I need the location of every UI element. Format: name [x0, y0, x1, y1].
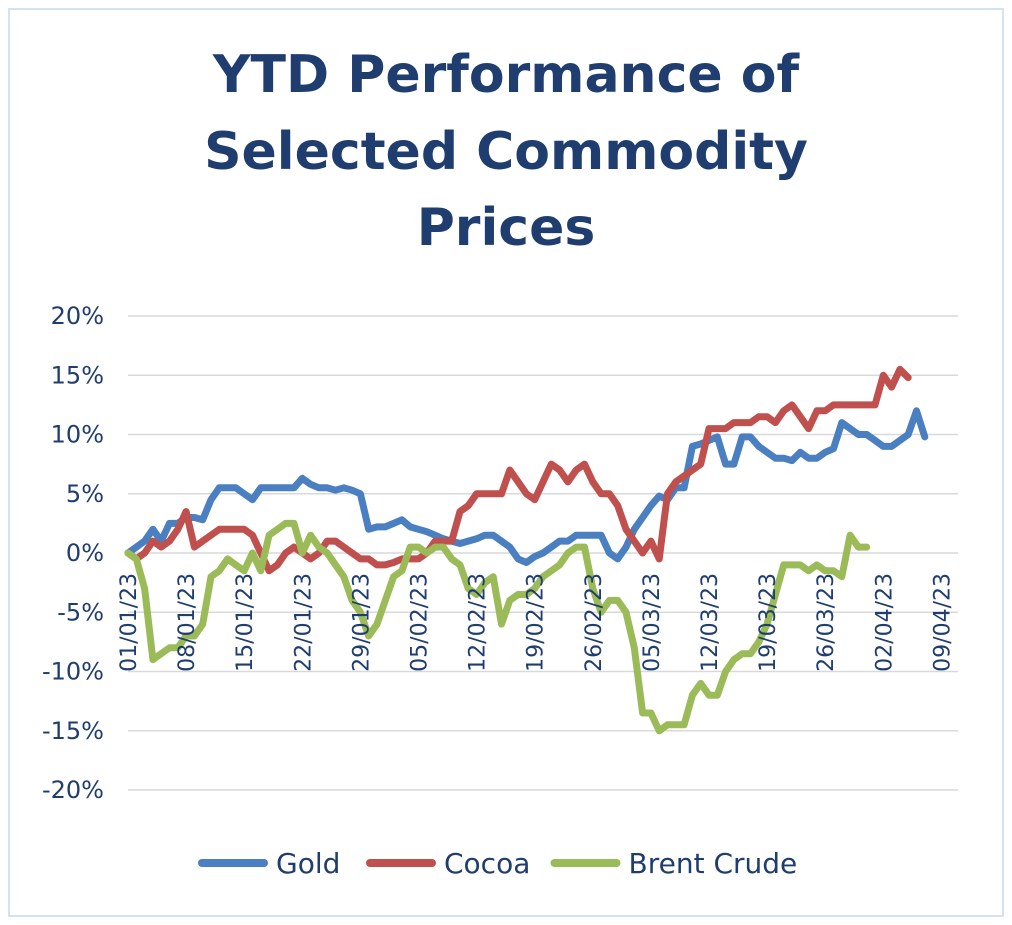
chart-frame — [8, 8, 1004, 917]
x-tick-label: 26/02/23 — [582, 573, 607, 672]
x-tick-label: 29/01/23 — [349, 573, 374, 672]
x-tick-label: 19/02/23 — [524, 573, 549, 672]
y-tick-label: 0% — [66, 539, 104, 567]
x-tick-label: 02/04/23 — [872, 573, 897, 672]
x-tick-label: 15/01/23 — [233, 573, 258, 672]
legend-label-gold: Gold — [276, 847, 340, 880]
x-tick-label: 22/01/23 — [291, 573, 316, 672]
legend-label-brent-crude: Brent Crude — [629, 847, 798, 880]
chart-title-line-3: Prices — [417, 198, 596, 258]
y-tick-label: 10% — [51, 421, 104, 449]
chart-title-line-2: Selected Commodity — [204, 122, 808, 182]
x-tick-label: 05/02/23 — [408, 573, 433, 672]
chart-title: YTD Performance of Selected Commodity Pr… — [204, 45, 808, 258]
series-line-gold — [124, 407, 929, 566]
y-tick-label: -20% — [42, 776, 104, 804]
y-tick-label: 15% — [51, 361, 104, 389]
y-tick-label: 5% — [66, 480, 104, 508]
chart-title-line-1: YTD Performance of — [212, 45, 801, 105]
x-tick-label: 05/03/23 — [640, 573, 665, 672]
x-tick-label: 19/03/23 — [756, 573, 781, 672]
y-axis-tick-labels: 20% 15% 10% 5% 0% -5% -10% -15% -20% — [42, 302, 104, 804]
y-tick-label: -10% — [42, 658, 104, 686]
x-axis-tick-labels: 01/01/23 08/01/23 15/01/23 22/01/23 29/01/23… — [117, 573, 955, 672]
gridlines — [128, 315, 958, 791]
x-tick-label: 09/04/23 — [930, 573, 955, 672]
y-tick-label: -15% — [42, 717, 104, 745]
series-line-cocoa — [124, 365, 912, 575]
x-tick-label: 01/01/23 — [117, 573, 142, 672]
legend: Gold Cocoa Brent Crude — [198, 847, 798, 880]
y-tick-label: -5% — [57, 598, 104, 626]
series-lines — [124, 365, 929, 735]
x-tick-label: 12/03/23 — [698, 573, 723, 672]
x-tick-label: 08/01/23 — [175, 573, 200, 672]
legend-label-cocoa: Cocoa — [444, 847, 530, 880]
series-line-brent-crude — [124, 519, 871, 735]
x-tick-label: 26/03/23 — [814, 573, 839, 672]
x-tick-label: 12/02/23 — [466, 573, 491, 672]
y-tick-label: 20% — [51, 302, 104, 330]
